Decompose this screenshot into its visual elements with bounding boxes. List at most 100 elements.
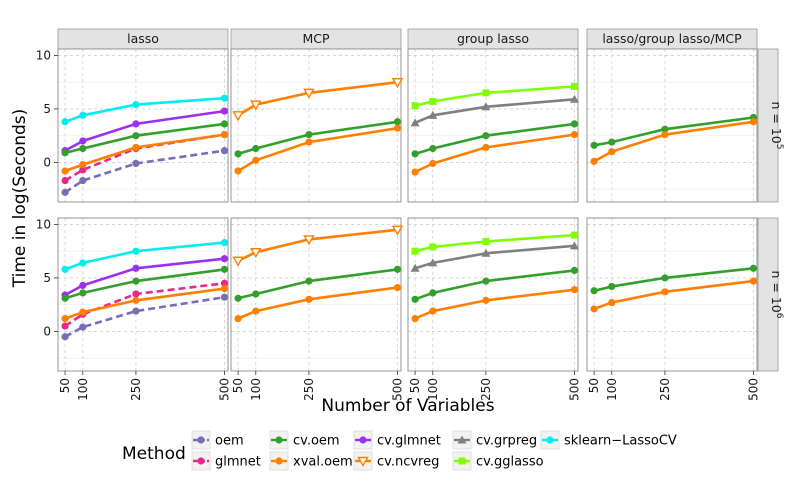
x-axis: 50 100 250 500 50 100 250 500 50 100 250 500 50 100 25… (58, 371, 760, 401)
data-point (393, 265, 402, 273)
data-point (590, 287, 598, 295)
data-point (220, 279, 229, 287)
x-tick-label: 50 (408, 378, 422, 393)
data-point (132, 290, 140, 298)
series-line-cv-oem (237, 268, 398, 300)
panel-background (408, 218, 578, 371)
strip-label-column: lasso/group lasso/MCP (602, 31, 742, 46)
x-tick-label: 500 (390, 378, 404, 401)
strip-right-bg (757, 217, 779, 372)
data-point (749, 118, 758, 126)
data-point (570, 82, 578, 90)
data-point (220, 94, 229, 102)
data-point (220, 265, 229, 273)
panel-series-group (590, 113, 758, 165)
series-line-cv-glmnet (64, 109, 225, 152)
data-point (79, 111, 87, 119)
x-tick-label: 250 (302, 378, 316, 401)
data-point (429, 144, 437, 153)
strip-label-row-exponent: 6 (774, 313, 784, 319)
strip-label-row-base: n = 10 (769, 102, 784, 144)
panel-background (58, 218, 228, 371)
data-point (482, 238, 490, 246)
data-point (429, 97, 437, 105)
legend-label: sklearn−LassoCV (564, 434, 677, 449)
data-point (429, 159, 437, 168)
data-point (482, 143, 490, 152)
data-point (79, 323, 87, 331)
y-axis: 0 5 10 0 5 10 (36, 48, 58, 338)
data-point (305, 277, 313, 285)
data-point (393, 283, 402, 292)
x-tick-label: 50 (58, 378, 72, 393)
data-point (79, 166, 87, 174)
y-tick-label: 0 (43, 155, 51, 169)
legend-label: glmnet (215, 455, 261, 470)
data-point (305, 130, 313, 139)
data-point (132, 277, 140, 285)
data-point (457, 435, 467, 444)
y-tick-label: 5 (43, 271, 51, 285)
y-tick-label: 0 (43, 324, 51, 338)
data-point (590, 305, 598, 313)
data-point (357, 456, 369, 467)
strip-label-column: lasso (127, 31, 159, 46)
data-point (608, 298, 616, 307)
data-point (61, 167, 69, 175)
legend-entry-oem: oem (191, 430, 244, 450)
y-tick-label: 10 (36, 48, 51, 62)
series-line-xval-oem (593, 279, 754, 311)
series-line-cv-oem (414, 122, 575, 156)
data-point (429, 307, 437, 315)
facet-panels (57, 48, 758, 372)
strip-label-row-base: n = 10 (769, 271, 784, 313)
data-point (275, 457, 283, 465)
data-point (570, 120, 579, 128)
series-line-sklearn (64, 241, 225, 271)
legend-label: cv.oem (293, 434, 340, 449)
data-point (570, 266, 579, 275)
series-line-cv-oem (414, 269, 575, 301)
data-point (61, 188, 69, 196)
x-tick-label: 100 (249, 378, 263, 401)
data-point (749, 277, 758, 285)
x-tick-label: 250 (479, 378, 493, 401)
data-point (546, 436, 554, 444)
data-point (661, 130, 669, 139)
data-point (391, 225, 404, 236)
data-point (232, 256, 244, 267)
data-point (570, 286, 579, 294)
series-line-oem (64, 295, 225, 338)
data-point (79, 144, 87, 153)
data-point (197, 436, 205, 444)
strip-label-row: n = 105 (769, 102, 784, 150)
data-point (429, 243, 437, 251)
data-point (61, 177, 69, 185)
data-point (220, 147, 229, 155)
strip-label-column: group lasso (457, 31, 529, 46)
series-line-xval-oem (593, 120, 754, 163)
series-line-cv-gglasso (414, 233, 575, 253)
data-point (661, 125, 669, 133)
data-point (250, 100, 262, 111)
data-point (234, 167, 242, 175)
series-line-xval-oem (237, 286, 398, 320)
legend-entry-sklearn: sklearn−LassoCV (540, 430, 677, 450)
data-point (411, 168, 419, 176)
data-point (428, 110, 438, 119)
panel-series-group (61, 94, 229, 196)
data-point (411, 150, 419, 158)
legend-entry-cv-glmnet: cv.glmnet (353, 430, 441, 450)
panel-series-group (590, 264, 758, 313)
data-point (661, 274, 669, 282)
legend-entry-cv-oem: cv.oem (269, 430, 340, 450)
data-point (393, 118, 402, 126)
data-point (220, 120, 229, 128)
panel-border (586, 217, 758, 372)
legend-label: cv.grpreg (476, 434, 537, 449)
series-line-xval-oem (237, 126, 398, 173)
data-point (79, 160, 87, 169)
data-point (132, 143, 140, 152)
legend-entry-glmnet: glmnet (191, 451, 261, 471)
